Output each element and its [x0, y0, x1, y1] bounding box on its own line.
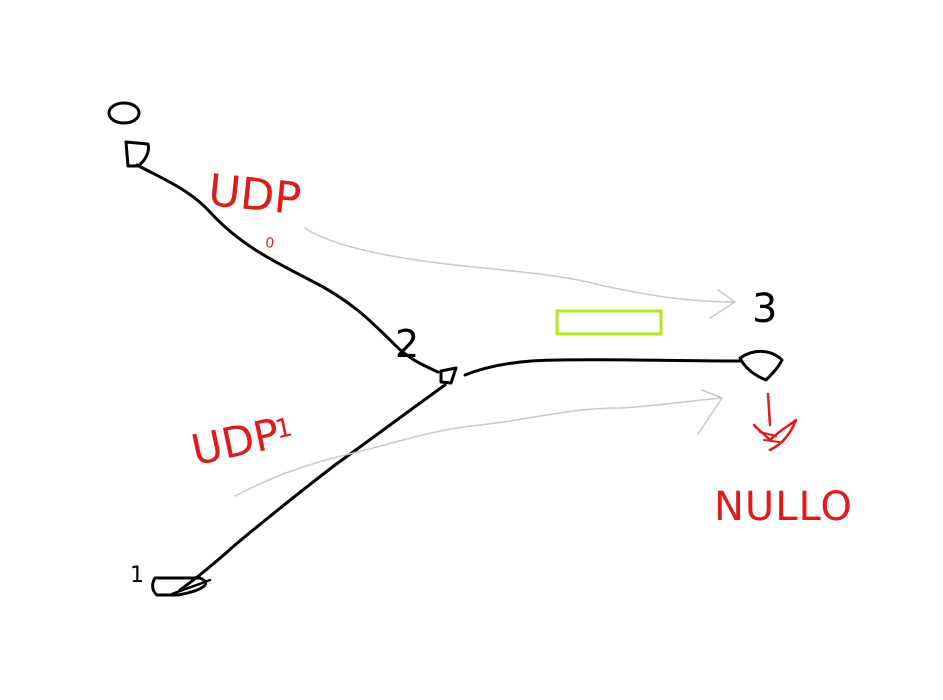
udp0-flow-arrow [304, 227, 736, 303]
sink-scribble [759, 431, 780, 443]
sink-label: NULLO [714, 484, 853, 530]
udp1-arrowhead [697, 389, 723, 435]
udp1-label-sub: 1 [273, 413, 295, 446]
node0-label-circle [107, 101, 141, 125]
node0-shape[interactable] [124, 140, 150, 168]
udp1-label-prefix: UDP [187, 409, 284, 475]
sink-arrow [752, 392, 798, 452]
link-node1-node2 [178, 383, 447, 592]
node1-shape-inner [170, 578, 212, 596]
link-node2-node3 [463, 358, 742, 377]
udp0-label-prefix: UDP [206, 165, 303, 225]
node2-shape[interactable] [439, 366, 458, 385]
udp0-label: UDP 0 [206, 165, 303, 252]
link-node0-node2 [135, 163, 440, 374]
queue-box [555, 309, 663, 336]
node1-label: 1 [130, 563, 144, 588]
node3-label: 3 [752, 286, 777, 332]
node0-label: 0 [117, 104, 128, 125]
udp1-label: UDP 1 [187, 409, 295, 475]
udp0-arrowhead [709, 289, 736, 319]
node2-label: 2 [395, 322, 419, 366]
udp1-flow-arrow [234, 397, 723, 497]
node3-shape[interactable] [738, 350, 784, 382]
udp0-label-sub: 0 [264, 235, 275, 252]
